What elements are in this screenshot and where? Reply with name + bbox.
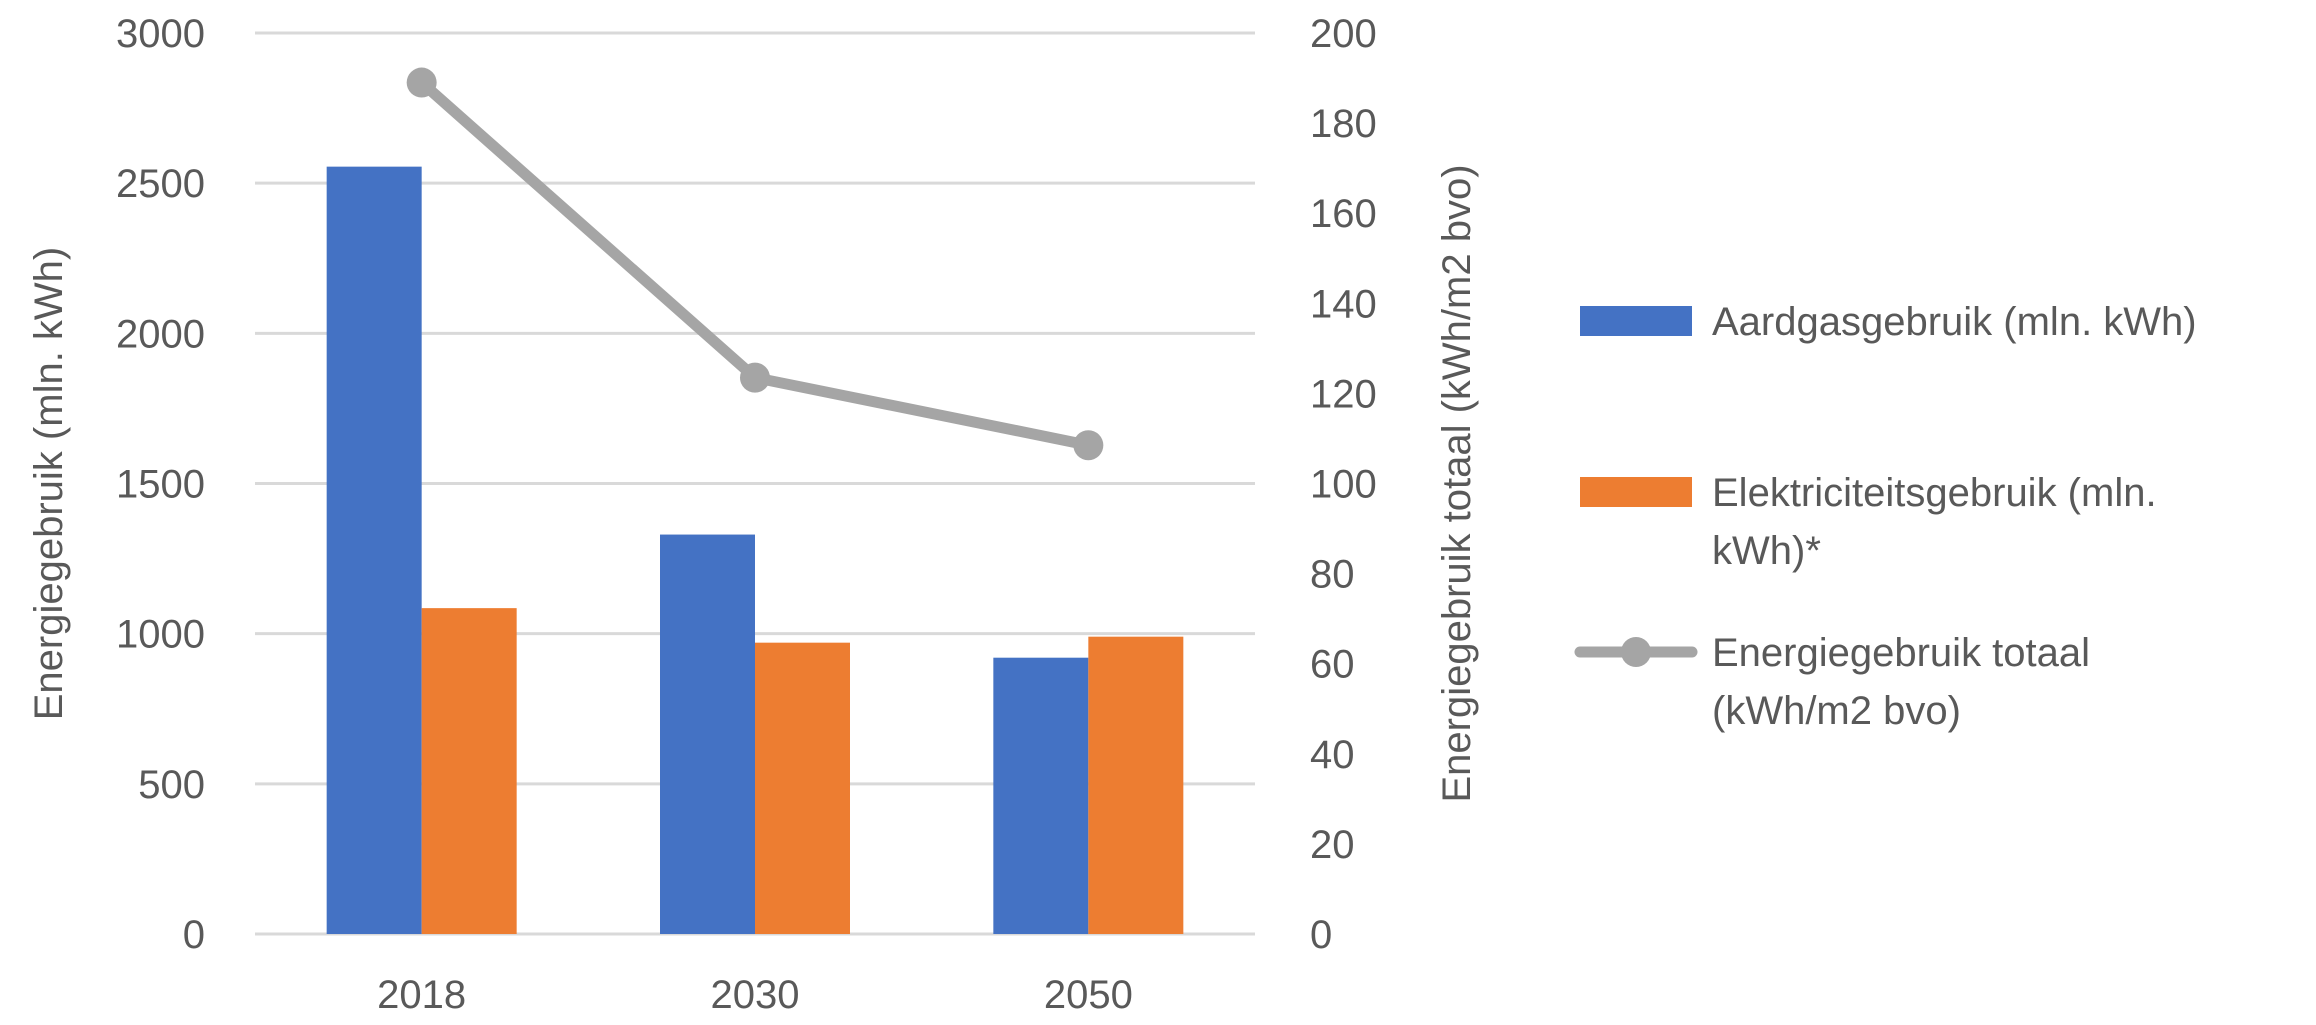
legend-label: (kWh/m2 bvo) <box>1712 689 1961 733</box>
y-right-tick-label: 80 <box>1310 553 1355 597</box>
line-point <box>406 67 437 98</box>
y-right-tick-label: 0 <box>1310 913 1332 957</box>
y-left-tick-label: 3000 <box>116 12 205 56</box>
y-right-tick-label: 100 <box>1310 463 1377 507</box>
legend-swatch <box>1580 306 1692 336</box>
legend-label: kWh)* <box>1712 529 1821 573</box>
y-left-tick-label: 1000 <box>116 613 205 657</box>
x-tick-label: 2030 <box>711 973 800 1017</box>
y-right-tick-label: 20 <box>1310 823 1355 867</box>
legend-swatch <box>1580 477 1692 507</box>
y-right-tick-label: 200 <box>1310 12 1377 56</box>
y-left-tick-label: 1500 <box>116 463 205 507</box>
legend-marker <box>1621 637 1651 667</box>
legend-label: Energiegebruik totaal <box>1712 631 2090 675</box>
y-left-tick-label: 2000 <box>116 312 205 356</box>
legend-label: Aardgasgebruik (mln. kWh) <box>1712 300 2197 344</box>
y-right-tick-label: 40 <box>1310 733 1355 777</box>
bar <box>660 534 755 934</box>
x-tick-label: 2050 <box>1044 973 1133 1017</box>
y-left-tick-label: 500 <box>138 763 205 807</box>
bar <box>326 166 422 935</box>
x-tick-label: 2018 <box>377 973 466 1017</box>
bar <box>755 642 850 934</box>
y-left-tick-label: 2500 <box>116 162 205 206</box>
bar <box>1088 636 1184 934</box>
bar <box>421 608 517 934</box>
line-point <box>740 362 770 393</box>
y-right-tick-label: 60 <box>1310 643 1355 687</box>
y-left-axis-title: Energiegebruik (mln. kWh) <box>27 247 71 721</box>
y-right-tick-label: 180 <box>1310 102 1377 146</box>
y-right-tick-label: 140 <box>1310 282 1377 326</box>
line-point <box>1073 430 1104 461</box>
y-right-axis-title: Energiegebruik totaal (kWh/m2 bvo) <box>1435 164 1479 802</box>
bar <box>993 657 1089 934</box>
legend-label: Elektriciteitsgebruik (mln. <box>1712 471 2157 515</box>
y-left-tick-label: 0 <box>183 913 205 957</box>
y-right-tick-label: 120 <box>1310 372 1377 416</box>
y-right-tick-label: 160 <box>1310 192 1377 236</box>
